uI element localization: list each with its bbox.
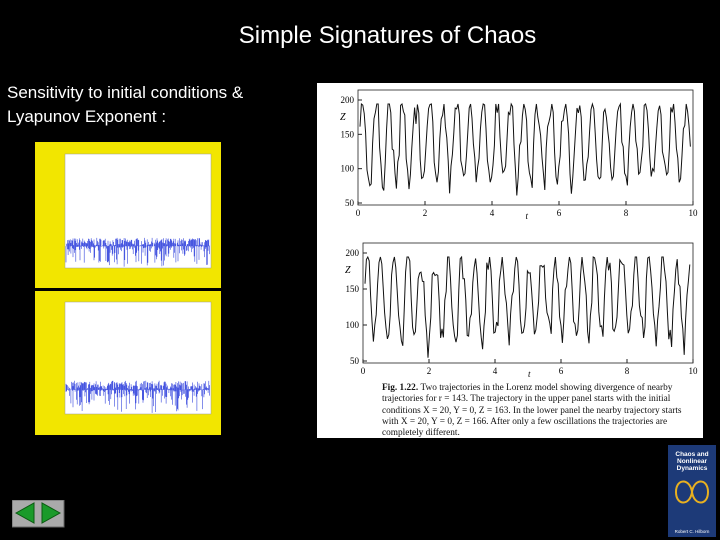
- y-tick-label: 100: [346, 320, 360, 330]
- signal: [65, 380, 210, 413]
- book-title: Chaos and Nonlinear Dynamics: [675, 451, 709, 472]
- text-line: Lyapunov Exponent :: [7, 107, 167, 126]
- caption-text: Two trajectories in the Lorenz model sho…: [382, 383, 682, 439]
- panel-label: r = 143: [512, 91, 543, 102]
- x-tick-label: 4: [493, 366, 498, 376]
- y-axis-label: Z: [340, 112, 346, 123]
- trajectory: [359, 102, 691, 196]
- book-art: [674, 480, 710, 504]
- plot-box: [362, 242, 694, 364]
- x-tick-label: 10: [689, 366, 699, 376]
- x-tick-label: 4: [490, 208, 495, 218]
- x-tick-label: 0: [361, 366, 366, 376]
- x-tick-label: 8: [624, 208, 629, 218]
- y-tick-label: 50: [345, 198, 355, 208]
- plot-box: [357, 89, 694, 206]
- plot-area: [64, 301, 212, 415]
- x-tick-label: 6: [559, 366, 564, 376]
- y-axis-label: Z: [345, 265, 351, 276]
- caption-label: Fig. 1.22.: [382, 383, 419, 393]
- x-axis-label: t: [526, 211, 529, 221]
- y-tick-label: 150: [341, 129, 355, 139]
- book-cover: Chaos and Nonlinear Dynamics Robert C. H…: [668, 445, 716, 537]
- prev-button[interactable]: [14, 502, 35, 524]
- lyapunov-plots: [35, 142, 221, 435]
- x-tick-label: 2: [427, 366, 432, 376]
- x-tick-label: 0: [356, 208, 361, 218]
- signal: [65, 237, 210, 267]
- y-tick-label: 200: [341, 95, 355, 105]
- y-tick-label: 150: [346, 284, 360, 294]
- y-tick-label: 50: [350, 356, 360, 366]
- y-tick-label: 200: [346, 248, 360, 258]
- x-tick-label: 6: [557, 208, 562, 218]
- x-tick-label: 2: [423, 208, 428, 218]
- book-author: Robert C. Hilborn: [674, 529, 710, 534]
- text-line: Sensitivity to initial conditions &: [7, 83, 244, 102]
- next-button[interactable]: [41, 502, 62, 524]
- figure-caption: Fig. 1.22. Two trajectories in the Loren…: [382, 383, 700, 439]
- slide-title: Simple Signatures of Chaos: [238, 22, 537, 49]
- x-axis-label: t: [528, 369, 531, 379]
- y-tick-label: 100: [341, 164, 355, 174]
- x-tick-label: 10: [689, 208, 699, 218]
- plot-area: [64, 153, 212, 269]
- trajectory: [364, 255, 691, 358]
- nav-controls: [12, 500, 65, 528]
- x-tick-label: 8: [625, 366, 630, 376]
